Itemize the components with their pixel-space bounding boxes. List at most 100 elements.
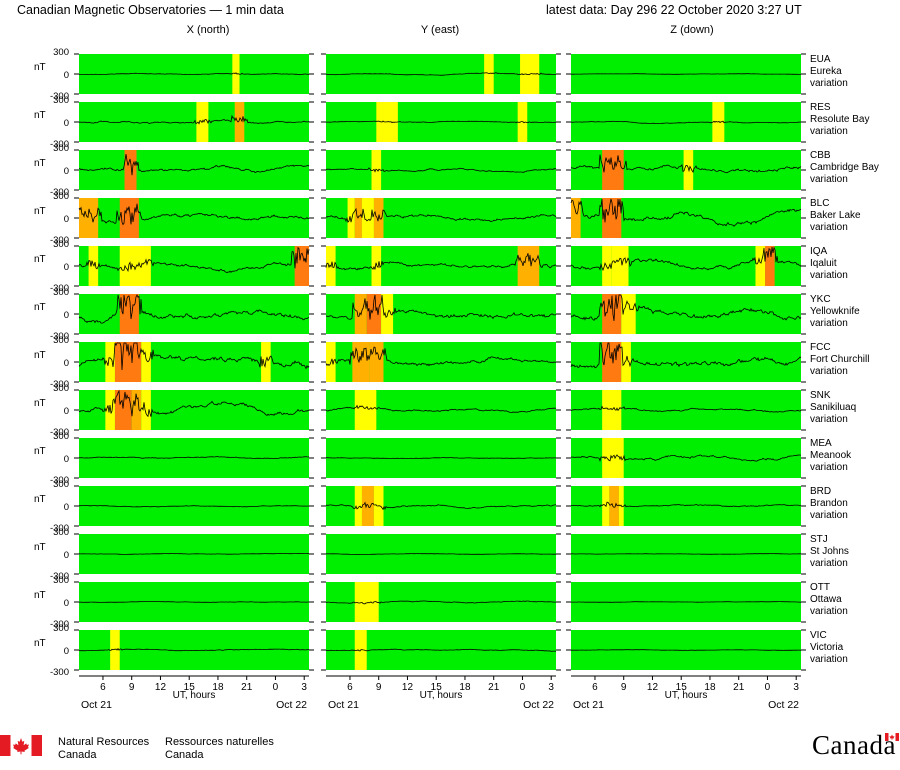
activity-band-active [517, 246, 540, 286]
x-tick-label: 6 [347, 682, 353, 693]
y-tick-label: -300 [50, 283, 69, 294]
y-tick-label: -300 [50, 91, 69, 102]
activity-band-storm [119, 198, 139, 238]
y-tick-label: 300 [53, 479, 69, 490]
activity-band-unsettled [141, 390, 151, 430]
trace-ott-y [326, 600, 556, 605]
trace-vic-z [571, 649, 801, 651]
y-tick-label: -300 [50, 571, 69, 582]
station-variation-label: variation [810, 78, 848, 89]
trace-res-x [78, 114, 310, 125]
activity-band-storm [124, 150, 137, 190]
trace-res-z [570, 120, 801, 124]
y-tick-label: -300 [50, 475, 69, 486]
y-unit-label: nT [34, 206, 46, 217]
x-tick-label: 0 [273, 682, 279, 693]
station-code-cbb: CBB [810, 150, 831, 161]
station-code-iqa: IQA [810, 246, 828, 257]
station-variation-label: variation [810, 366, 848, 377]
activity-band-active [352, 342, 370, 382]
station-name-fcc: Fort Churchill [810, 354, 869, 365]
station-code-vic: VIC [810, 630, 827, 641]
activity-band-unsettled [371, 150, 382, 190]
station-variation-label: variation [810, 174, 848, 185]
trace-blc-z [570, 198, 802, 227]
station-code-stj: STJ [810, 534, 828, 545]
y-tick-label: -300 [50, 427, 69, 438]
station-name-snk: Sanikiluaq [810, 402, 856, 413]
x-tick-label: 12 [402, 682, 414, 693]
trace-vic-x [78, 647, 309, 652]
activity-band-unsettled [602, 246, 612, 286]
panel-res-z [571, 102, 801, 142]
y-tick-label: 0 [64, 406, 69, 417]
trace-ykc-y [325, 294, 557, 320]
y-tick-label: 300 [53, 575, 69, 586]
station-name-eua: Eureka [810, 66, 842, 77]
station-name-brd: Brandon [810, 498, 848, 509]
column-header-z: Z (down) [670, 24, 713, 36]
x-tick-label: 9 [376, 682, 382, 693]
org-en-line2: Canada [58, 749, 97, 761]
latest-data-label: latest data: Day 296 22 October 2020 3:2… [546, 3, 802, 17]
trace-mea-x [78, 456, 310, 459]
y-unit-label: nT [34, 350, 46, 361]
y-tick-label: 0 [64, 214, 69, 225]
activity-band-storm [294, 246, 309, 286]
trace-cbb-x [78, 154, 310, 176]
station-variation-label: variation [810, 270, 848, 281]
x-tick-label: 9 [621, 682, 627, 693]
y-tick-label: -300 [50, 187, 69, 198]
station-variation-label: variation [810, 558, 848, 569]
x-date-label-start: Oct 21 [81, 699, 112, 711]
column-header-x: X (north) [187, 24, 230, 36]
station-code-ykc: YKC [810, 294, 831, 305]
y-tick-label: 0 [64, 454, 69, 465]
activity-band-active [361, 486, 374, 526]
y-tick-label: -300 [50, 235, 69, 246]
trace-brd-x [78, 504, 309, 508]
x-date-label-end: Oct 22 [768, 699, 799, 711]
org-en-line1: Natural Resources [58, 736, 150, 748]
chart-title: Canadian Magnetic Observatories — 1 min … [17, 3, 284, 17]
station-code-mea: MEA [810, 438, 832, 449]
trace-fcc-y [325, 346, 557, 367]
station-code-res: RES [810, 102, 831, 113]
x-date-label-start: Oct 21 [573, 699, 604, 711]
y-tick-label: -300 [50, 139, 69, 150]
station-name-ykc: Yellowknife [810, 306, 860, 317]
trace-fcc-z [570, 342, 802, 369]
y-tick-label: 300 [53, 143, 69, 154]
y-unit-label: nT [34, 590, 46, 601]
activity-band-unsettled [232, 54, 240, 94]
x-tick-label: 3 [301, 682, 307, 693]
trace-mea-y [326, 457, 556, 460]
activity-band-unsettled [88, 246, 99, 286]
station-code-ott: OTT [810, 582, 830, 593]
x-date-label-end: Oct 22 [276, 699, 307, 711]
panel-mea-x [79, 438, 309, 478]
activity-band-unsettled [621, 342, 631, 382]
trace-vic-y [325, 648, 557, 652]
canada-wordmark: Canada [812, 730, 896, 760]
station-name-iqa: Iqaluit [810, 258, 837, 269]
x-axis-label: UT, hours [420, 690, 463, 701]
x-tick-label: 12 [647, 682, 659, 693]
trace-ykc-x [78, 294, 310, 324]
x-axis-label: UT, hours [173, 690, 216, 701]
x-date-label-end: Oct 22 [523, 699, 554, 711]
y-tick-label: -300 [50, 379, 69, 390]
y-tick-label: 0 [64, 550, 69, 561]
y-tick-label: 0 [64, 502, 69, 513]
activity-band-unsettled [755, 246, 766, 286]
activity-band-storm [602, 150, 624, 190]
station-variation-label: variation [810, 318, 848, 329]
trace-stj-y [326, 553, 556, 556]
activity-band-unsettled [347, 198, 355, 238]
org-fr-line1: Ressources naturelles [165, 736, 274, 748]
station-code-fcc: FCC [810, 342, 831, 353]
activity-band-unsettled [110, 630, 120, 670]
y-tick-label: -300 [50, 619, 69, 630]
station-variation-label: variation [810, 222, 848, 233]
